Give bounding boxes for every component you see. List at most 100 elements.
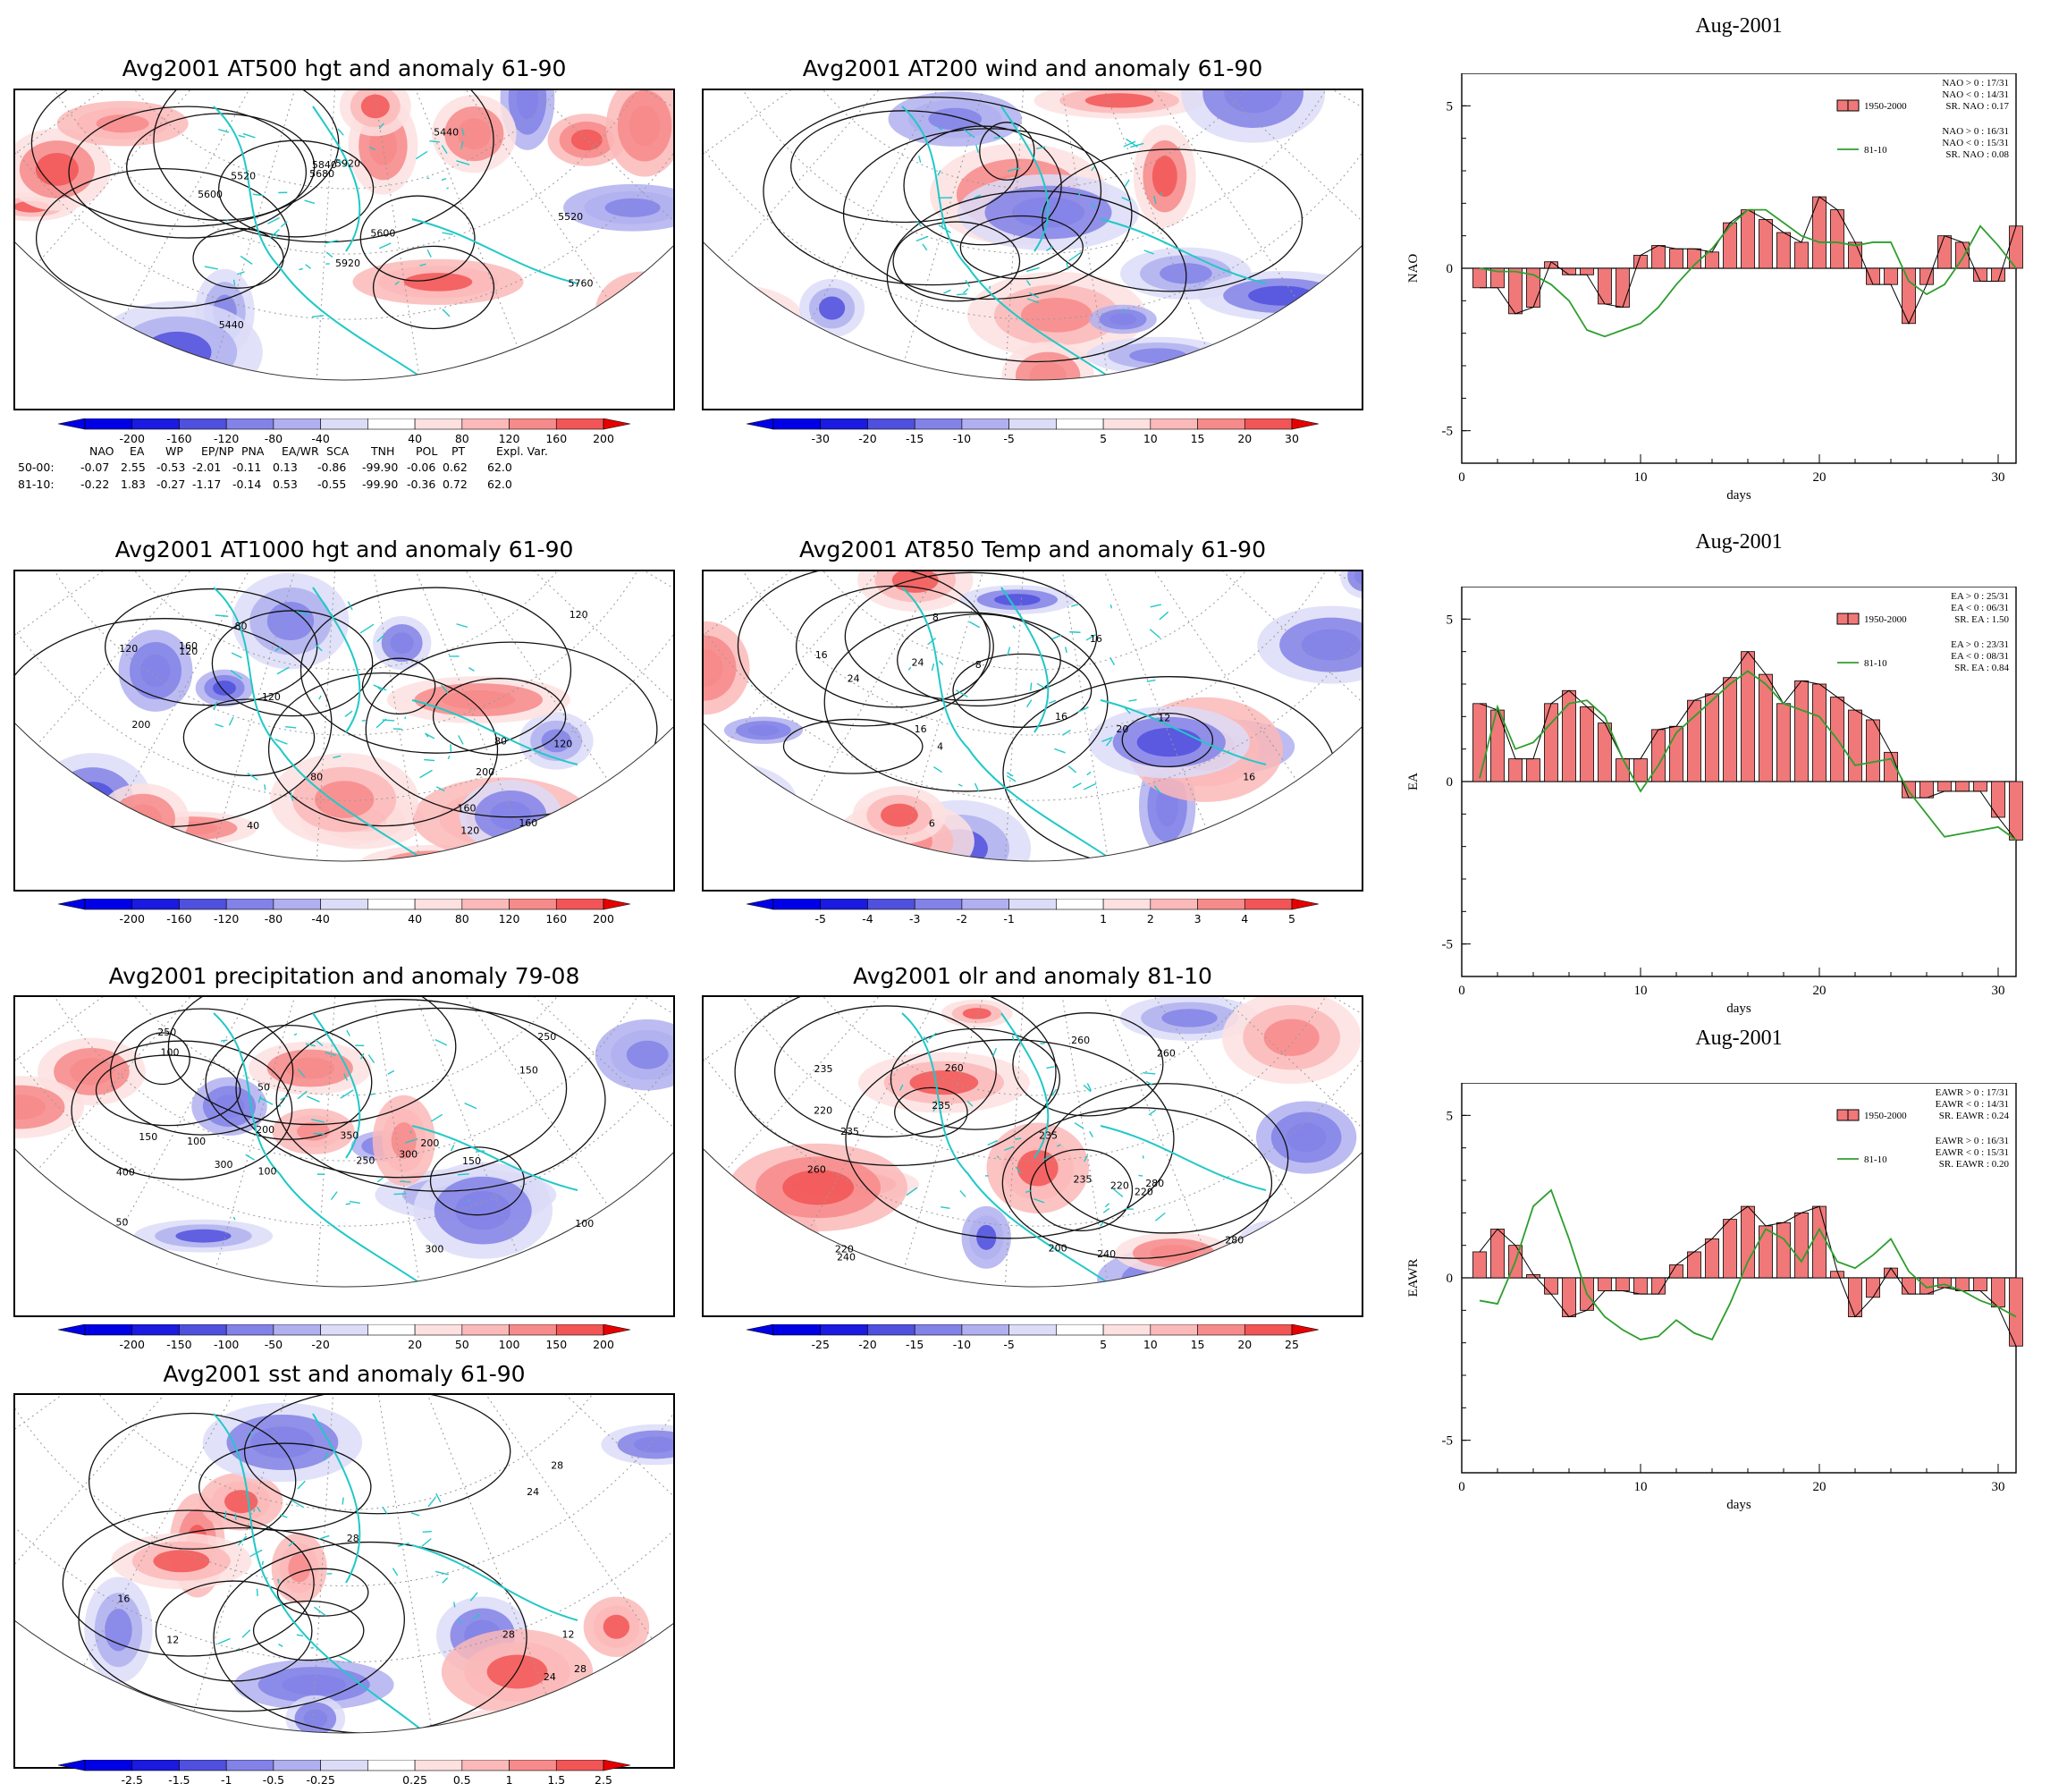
bar-mark	[1634, 759, 1648, 782]
negative-anomaly-shade	[1137, 728, 1202, 757]
index-table-header: POL	[416, 444, 437, 458]
boundary-line	[468, 668, 474, 672]
negative-anomaly-shade	[250, 1426, 314, 1458]
colorbar-cell	[274, 1324, 321, 1335]
colorbar-cell	[85, 1760, 132, 1771]
colorbar-cell	[274, 1760, 321, 1771]
positive-anomaly-shade	[1152, 156, 1177, 197]
colorbar-tick-label: 150	[545, 1338, 567, 1351]
stats-label: EAWR < 0 : 15/31	[1936, 1147, 2009, 1158]
boundary-line	[215, 615, 229, 616]
negative-anomaly-shade	[1239, 1220, 1317, 1262]
contour-label: 24	[912, 656, 924, 668]
colorbar-arrow-right	[1292, 899, 1319, 909]
colorbar-arrow-left	[58, 899, 85, 909]
index-table-cell: -0.36	[407, 478, 435, 491]
boundary-line	[1103, 1208, 1109, 1213]
boundary-line	[1090, 1131, 1093, 1137]
boundary-line	[1069, 252, 1082, 260]
contour-label: 150	[139, 1131, 157, 1143]
boundary-line	[235, 1513, 236, 1520]
boundary-line	[1106, 1204, 1109, 1207]
boundary-line	[1110, 604, 1111, 608]
colorbar-tick-label: -100	[214, 1338, 239, 1351]
bar-mark	[1581, 268, 1594, 275]
index-table-cell: -0.07	[80, 461, 109, 474]
colorbar-cell	[1198, 1324, 1245, 1335]
contour-label: 12	[166, 1635, 179, 1646]
positive-anomaly-shade	[97, 783, 189, 854]
contour-label: 100	[257, 1165, 276, 1177]
contour-label: 220	[1135, 1187, 1153, 1198]
x-tick-label: 20	[1813, 984, 1827, 998]
boundary-line	[1138, 1175, 1143, 1176]
boundary-line	[299, 268, 302, 269]
colorbar-cell	[1056, 899, 1103, 909]
boundary-line	[1066, 647, 1067, 653]
colorbar-cell	[510, 1324, 557, 1335]
boundary-line	[294, 1034, 297, 1035]
boundary-line	[443, 232, 453, 234]
colorbar-cell	[556, 418, 603, 429]
contour-label: 16	[1243, 772, 1255, 783]
bar-mark	[1902, 1278, 1916, 1294]
colorbar-cell	[132, 899, 180, 909]
contour-line	[783, 719, 922, 773]
bar-mark	[1777, 232, 1791, 268]
contour-label: 235	[1074, 1174, 1093, 1186]
colorbar-tick-label: -200	[120, 1338, 145, 1351]
bar-mark	[1759, 220, 1773, 269]
boundary-line	[1073, 783, 1081, 788]
contour-label: 250	[157, 1027, 176, 1038]
contour-label: 28	[347, 1533, 359, 1544]
colorbar-cell	[867, 899, 915, 909]
bar-mark	[1599, 1278, 1612, 1291]
positive-anomaly-shade	[1200, 1271, 1267, 1303]
index-table-cell: 0.53	[273, 478, 298, 491]
boundary-line	[388, 1070, 394, 1074]
colorbar-arrow-left	[58, 418, 85, 429]
x-axis-label: days	[1726, 1498, 1751, 1512]
boundary-line	[442, 179, 446, 181]
contour-label: 300	[399, 1148, 418, 1160]
index-table-cell: -0.55	[317, 478, 346, 491]
colorbar-tick-label: -2	[957, 912, 967, 926]
colorbar-cell	[462, 899, 510, 909]
boundary-line	[221, 1040, 227, 1041]
negative-anomaly-shade	[1109, 314, 1136, 325]
bar-mark	[1974, 782, 1987, 791]
boundary-line	[423, 1532, 432, 1533]
stats-label: SR. NAO : 0.08	[1945, 149, 2009, 160]
boundary-line	[362, 721, 366, 722]
colorbar-cell	[556, 1760, 603, 1771]
colorbar-arrow-left	[747, 1324, 773, 1335]
colorbar-tick-label: 2.5	[595, 1773, 612, 1787]
negative-anomaly-shade	[994, 594, 1041, 605]
colorbar-tick-label: -80	[265, 432, 283, 445]
colorbar-tick-label: -120	[214, 912, 239, 926]
colorbar-cell	[915, 418, 962, 429]
boundary-line	[459, 735, 463, 744]
colorbar-cell	[1056, 1324, 1103, 1335]
index-table-cell: -99.90	[362, 461, 398, 474]
colorbar-tick-label: 160	[545, 912, 567, 926]
y-axis-label: NAO	[1406, 254, 1421, 283]
colorbar-cell	[132, 1324, 180, 1335]
boundary-line	[908, 667, 910, 670]
colorbar-cell	[1009, 899, 1057, 909]
boundary-line	[394, 1194, 407, 1195]
stats-label: NAO < 0 : 15/31	[1942, 138, 2009, 148]
stats-label: EA < 0 : 08/31	[1951, 651, 2009, 662]
y-tick-label: 0	[1447, 775, 1454, 790]
negative-anomaly-shade	[105, 1609, 131, 1651]
boundary-line	[242, 1630, 250, 1637]
contour-line	[183, 699, 314, 775]
negative-anomaly-shade	[455, 1191, 510, 1230]
colorbar-tick-label: 2	[1147, 912, 1154, 926]
colorbar-cell	[462, 1324, 510, 1335]
boundary-line	[465, 1103, 477, 1109]
